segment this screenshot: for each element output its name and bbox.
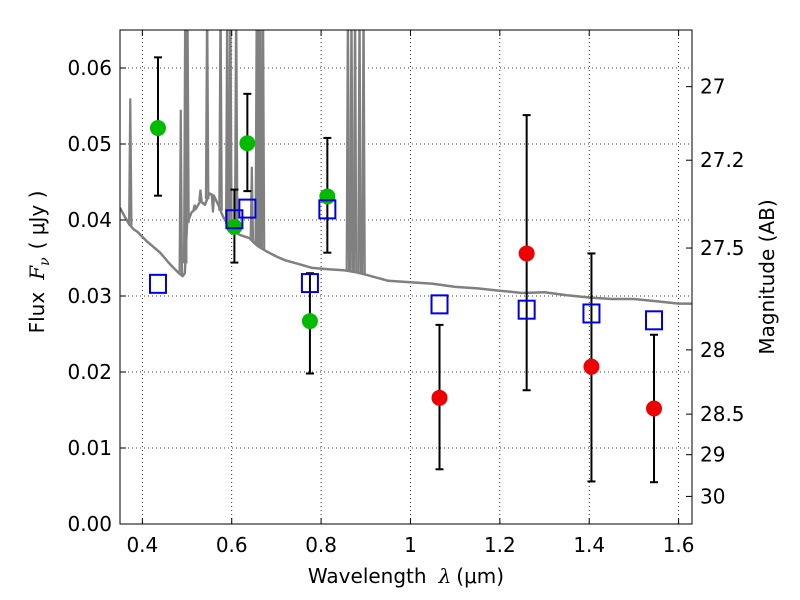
sed-emission-line — [249, 166, 255, 241]
red-data-point — [583, 358, 600, 375]
y-axis-label-subscript: ν — [37, 257, 53, 266]
data-markers — [148, 120, 664, 417]
green-data-point — [301, 313, 318, 330]
sed-emission-line — [352, 30, 358, 273]
green-data-point — [149, 120, 166, 137]
model-band-square — [225, 209, 244, 230]
sed-emission-line — [198, 189, 203, 202]
sed-emission-line — [224, 30, 230, 224]
sed-emission-line — [192, 204, 197, 210]
sed-emission-line — [204, 30, 210, 200]
sed-emission-line — [233, 30, 239, 233]
model-band-square — [318, 199, 337, 220]
sed-emission-line — [345, 30, 351, 271]
sed-emission-line — [228, 30, 233, 228]
y2-tick-label: 27 — [700, 75, 725, 99]
model-band-square — [148, 273, 167, 294]
x-tick-label: 1.6 — [663, 533, 695, 557]
y-tick-label: 0.02 — [67, 360, 112, 384]
y-tick-label: 0.03 — [67, 284, 112, 308]
model-band-square — [430, 294, 449, 315]
x-axis-label: Wavelength λ (μm) — [308, 564, 504, 588]
y2-tick-label: 28.5 — [700, 402, 745, 426]
red-data-point — [518, 245, 535, 262]
x-axis-label-text: Wavelength — [308, 564, 427, 588]
axis-ticks: 0.4 0.6 0.8 1 1.2 1.4 1.6 0.00 0.01 0.02 0.03 0.04 0… — [67, 30, 745, 557]
y2-tick-label: 28 — [700, 338, 725, 362]
y-axis-label: Flux Fν ( μJy ) — [25, 191, 53, 334]
y-tick-label: 0.01 — [67, 436, 112, 460]
y-axis-label-symbol: F — [25, 265, 49, 281]
x-axis-label-symbol: λ — [438, 564, 452, 588]
sed-emission-line — [260, 30, 266, 250]
sed-emission-line — [218, 30, 223, 211]
model-band-square — [645, 310, 664, 331]
green-data-point — [319, 188, 336, 205]
y-tick-label: 0.05 — [67, 132, 112, 156]
y2-tick-label: 29 — [700, 443, 725, 467]
x-tick-label: 1.2 — [484, 533, 516, 557]
model-band-square — [238, 198, 257, 219]
red-data-point — [646, 400, 663, 417]
x-axis-label-unit: (μm) — [456, 564, 504, 588]
x-tick-label: 1.4 — [573, 533, 605, 557]
y-tick-label: 0.00 — [67, 512, 112, 536]
x-tick-label: 0.4 — [126, 533, 158, 557]
y-tick-label: 0.04 — [67, 208, 112, 232]
model-sed-curve — [120, 30, 692, 305]
red-data-point — [431, 389, 448, 406]
y-tick-label: 0.06 — [67, 56, 112, 80]
model-band-square — [582, 303, 601, 324]
y2-tick-label: 27.5 — [700, 236, 745, 260]
y2-tick-label: 27.2 — [700, 148, 745, 172]
plot-frame — [119, 29, 693, 525]
sed-emission-line — [349, 30, 354, 272]
sed-emission-line — [127, 98, 133, 226]
x-tick-label: 1 — [404, 533, 417, 557]
y2-axis-label: Magnitude (AB) — [755, 199, 779, 354]
x-tick-label: 0.8 — [305, 533, 337, 557]
sed-emission-line — [178, 109, 184, 275]
green-data-point — [239, 135, 256, 152]
green-data-point — [226, 218, 243, 235]
sed-continuum — [120, 192, 692, 305]
y2-tick-label: 30 — [700, 484, 725, 508]
sed-emission-line — [210, 195, 216, 213]
sed-emission-line — [357, 30, 362, 274]
x-tick-label: 0.6 — [216, 533, 248, 557]
model-band-square — [300, 273, 319, 294]
model-band-square — [517, 299, 536, 320]
y-axis-label-text: Flux — [25, 292, 49, 334]
sed-emission-line — [185, 30, 190, 223]
sed-emission-line — [361, 30, 366, 275]
y-axis-label-unit: ( μJy ) — [25, 191, 49, 250]
